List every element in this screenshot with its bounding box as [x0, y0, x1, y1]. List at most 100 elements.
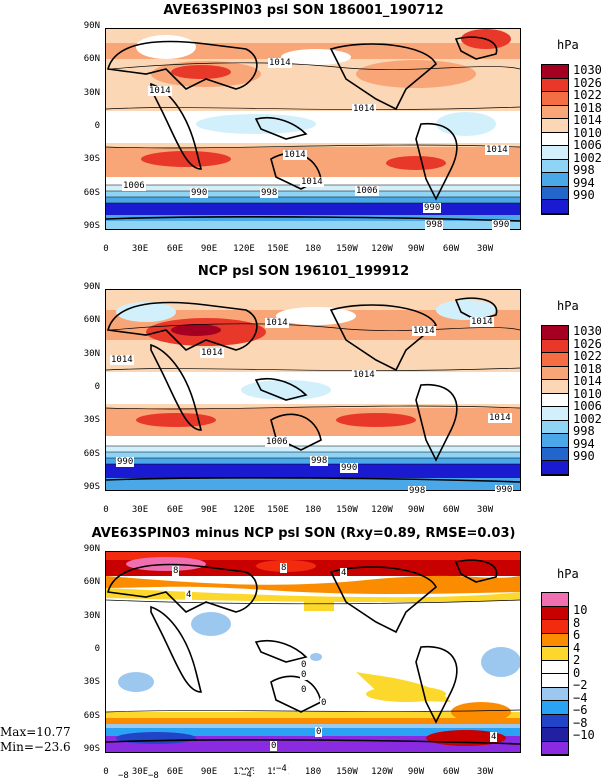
colorbar-label: 1022: [573, 88, 602, 102]
panel-3-lon-tick: 90E: [200, 767, 218, 777]
colorbar-label: 1014: [573, 113, 602, 127]
contour-label: 0: [315, 727, 323, 737]
colorbar-label: 1010: [573, 386, 602, 401]
colorbar-label: −6: [573, 703, 588, 717]
panel-2-lon-tick: 90W: [407, 505, 425, 515]
contour-label: 8: [280, 563, 288, 573]
panel-2-lat-tick: 30S: [83, 415, 100, 425]
colorbar-label: 994: [573, 175, 595, 190]
panel-1-lat-tick: 60N: [83, 54, 100, 64]
panel-3-map: [105, 551, 521, 753]
panel-2-lon-tick: 150E: [267, 505, 289, 515]
contour-label: 990: [116, 457, 135, 467]
panel-3-lon-tick: 60W: [442, 767, 460, 777]
colorbar-swatch: [542, 407, 568, 421]
contour-label: −8: [117, 771, 130, 781]
colorbar-swatch: [542, 660, 568, 674]
panel-3-lat-tick: 0: [94, 644, 100, 654]
colorbar-swatch: [542, 159, 568, 173]
contour-label: 1014: [488, 413, 512, 423]
panel-3-lon-tick: 30W: [476, 767, 494, 777]
colorbar-label: 0: [573, 665, 581, 680]
contour-label: 990: [495, 485, 514, 495]
panel-1-lon-tick: 90E: [200, 244, 218, 254]
panel-3-lat-tick: 30N: [83, 611, 100, 621]
colorbar-swatch: [542, 741, 568, 755]
panel-1-lon-tick: 90W: [407, 244, 425, 254]
panel-3-lon-tick: 90W: [407, 767, 425, 777]
contour-label: 990: [492, 220, 511, 230]
contour-label: −8: [147, 771, 160, 781]
contour-label: 998: [408, 486, 427, 496]
colorbar-swatch: [542, 186, 568, 200]
panel-2-lon-tick: 60W: [442, 505, 460, 515]
contour-label: 1014: [470, 317, 494, 327]
colorbar-label: 1014: [573, 374, 602, 388]
colorbar-label: 994: [573, 436, 595, 451]
panel-2-lon-tick: 120W: [371, 505, 393, 515]
contour-label: 1014: [200, 348, 224, 358]
panel-1-lat-tick: 60S: [83, 188, 100, 198]
panel-1-title: AVE63SPIN03 psl SON 186001_190712: [163, 3, 444, 18]
panel-3-lon-tick: 120W: [371, 767, 393, 777]
panel-1-lon-tick: 30W: [476, 244, 494, 254]
panel-1-lon-tick: 180: [304, 244, 322, 254]
panel-2-lat-tick: 0: [94, 382, 100, 392]
contour-label: 1014: [352, 370, 376, 380]
panel-3-lat-tick: 60N: [83, 577, 100, 587]
colorbar-label: 1022: [573, 349, 602, 363]
panel-1-lat-tick: 90S: [83, 221, 100, 231]
colorbar-swatch: [542, 173, 568, 187]
colorbar-label: 1010: [573, 125, 602, 140]
max-value: Max=10.77: [0, 725, 71, 739]
colorbar-label: 1026: [573, 336, 602, 351]
colorbar-label: 1026: [573, 75, 602, 90]
panel-3-units: hPa: [557, 567, 579, 581]
colorbar-swatch: [542, 593, 568, 607]
panel-1-lat-tick: 0: [94, 121, 100, 131]
panel-3-lon-tick: 180: [304, 767, 322, 777]
colorbar-swatch: [542, 393, 568, 407]
contour-label: 1014: [110, 355, 134, 365]
contour-label: 990: [423, 203, 442, 213]
panel-2-lon-tick: 30W: [476, 505, 494, 515]
colorbar-label: −10: [573, 728, 595, 742]
contour-label: 0: [300, 660, 308, 670]
panel-2-lon-tick: 150W: [336, 505, 358, 515]
colorbar-label: −4: [573, 690, 588, 705]
panel-3-lon-tick: 150W: [336, 767, 358, 777]
panel-1-map: [105, 28, 521, 230]
colorbar-swatch: [542, 674, 568, 688]
colorbar-label: 1002: [573, 411, 602, 426]
contour-label: 1014: [300, 177, 324, 187]
contour-label: 4: [185, 590, 193, 600]
colorbar-swatch: [542, 420, 568, 434]
contour-label: 998: [310, 456, 329, 466]
colorbar-label: 8: [573, 615, 581, 630]
colorbar-swatch: [542, 701, 568, 715]
panel-2-lat-tick: 60N: [83, 315, 100, 325]
panel-1-lon-tick: 60W: [442, 244, 460, 254]
contour-label: 1014: [265, 318, 289, 328]
contour-label: 998: [425, 220, 444, 230]
panel-3-lon-tick: 60E: [166, 767, 184, 777]
panel-1-lat-tick: 90N: [83, 21, 100, 31]
colorbar-label: 1006: [573, 138, 602, 152]
contour-label: 8: [172, 566, 180, 576]
panel-2-lon-tick: 60E: [166, 505, 184, 515]
panel-2-units: hPa: [557, 299, 579, 313]
colorbar-swatch: [542, 620, 568, 634]
colorbar-swatch: [542, 339, 568, 353]
panel-3-title: AVE63SPIN03 minus NCP psl SON (Rxy=0.89,…: [91, 526, 516, 541]
colorbar-label: 2: [573, 653, 581, 667]
colorbar-label: 1002: [573, 150, 602, 165]
contour-label: 0: [320, 698, 328, 708]
panel-3-colorbar: [541, 592, 569, 756]
contour-label: 1014: [283, 150, 307, 160]
panel-3-lon-tick: 30E: [131, 767, 149, 777]
colorbar-label: −2: [573, 678, 588, 692]
colorbar-swatch: [542, 65, 568, 79]
panel-1-lon-tick: 120W: [371, 244, 393, 254]
colorbar-swatch: [542, 326, 568, 340]
contour-label: 0: [300, 670, 308, 680]
